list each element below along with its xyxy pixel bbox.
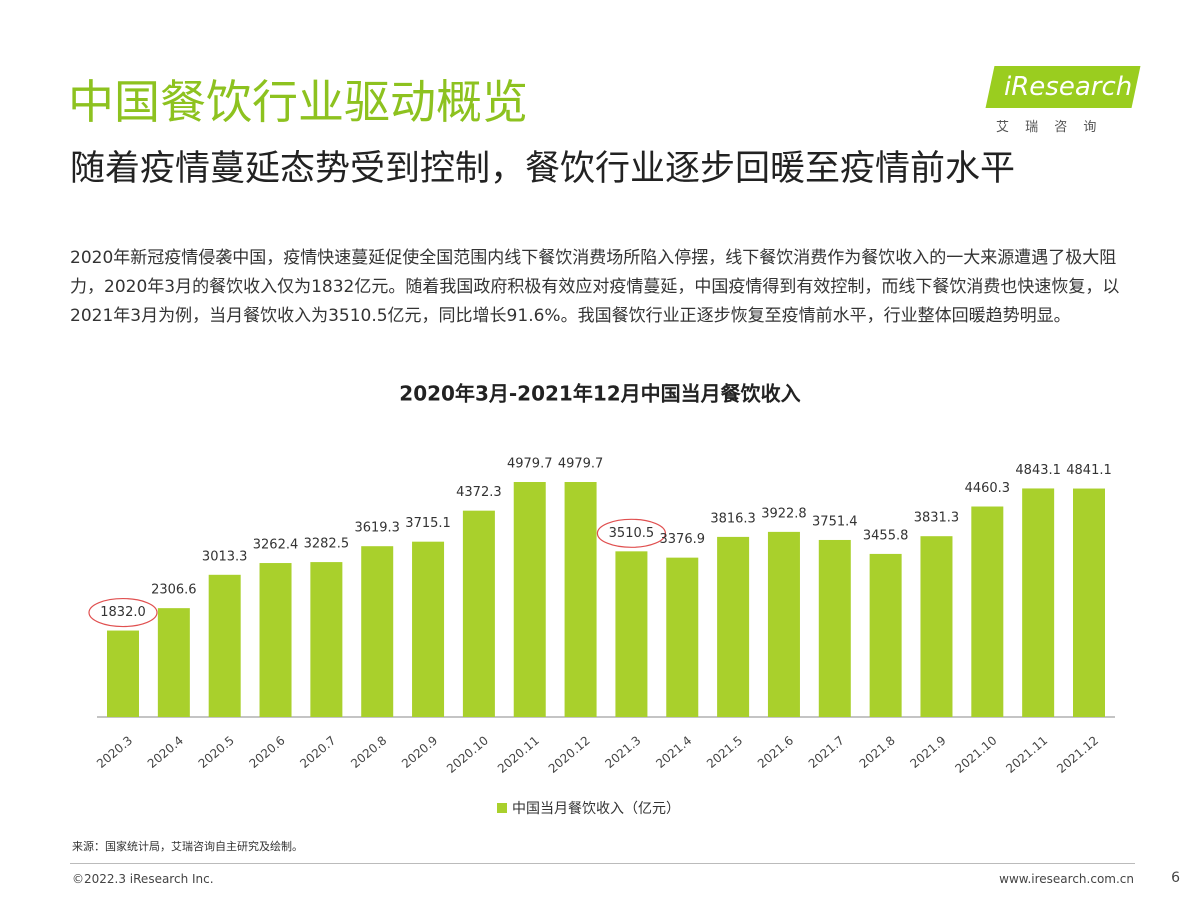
value-label: 3262.4 (253, 538, 299, 553)
x-tick-label: 2020.10 (444, 733, 491, 776)
source: 来源：国家统计局，艾瑞咨询自主研究及绘制。 (72, 840, 303, 853)
bar (208, 574, 241, 717)
page-number: 6 (1171, 870, 1180, 886)
bar (462, 510, 495, 717)
value-label: 3751.4 (812, 514, 858, 529)
bar (1073, 488, 1105, 717)
value-label: 2306.6 (151, 583, 197, 598)
x-tick-label: 2021.3 (602, 733, 643, 771)
chart-title: 2020年3月-2021年12月中国当月餐饮收入 (399, 382, 800, 406)
x-tick-label: 2020.12 (546, 733, 593, 776)
value-label: 4460.3 (965, 481, 1011, 496)
legend-swatch (497, 803, 507, 813)
value-label: 3816.3 (710, 511, 756, 526)
value-label: 4841.1 (1066, 463, 1112, 478)
x-tick-label: 2020.5 (196, 733, 237, 771)
bar (361, 546, 394, 717)
bar (259, 563, 292, 717)
x-tick-label: 2021.11 (1003, 733, 1050, 776)
bar (818, 539, 851, 717)
x-tick-label: 2021.9 (907, 733, 948, 771)
bar (412, 541, 445, 717)
website: www.iresearch.com.cn (999, 872, 1134, 886)
x-tick-label: 2021.4 (653, 733, 694, 771)
x-tick-label: 2020.3 (94, 733, 135, 771)
value-label: 3619.3 (354, 521, 400, 536)
logo-name: iResearch (1004, 72, 1133, 102)
value-label: 3376.9 (660, 532, 706, 547)
value-label: 4372.3 (456, 485, 502, 500)
value-label: 4979.7 (558, 457, 604, 472)
x-tick-label: 2020.11 (495, 733, 542, 776)
highlight-circle (596, 518, 667, 548)
bar (157, 608, 190, 717)
highlight-circle (88, 597, 158, 628)
value-label: 3715.1 (405, 516, 451, 531)
slide-title: 中国餐饮行业驱动概览 (68, 75, 528, 129)
bar (971, 506, 1004, 717)
bar (666, 557, 699, 717)
x-tick-label: 2021.8 (857, 733, 898, 771)
subtitle: 随着疫情蔓延态势受到控制，餐饮行业逐步回暖至疫情前水平 (70, 149, 1016, 189)
value-label: 3282.5 (304, 537, 350, 552)
bar (920, 536, 953, 717)
value-label: 3831.3 (914, 511, 960, 526)
bar (717, 536, 750, 717)
bar (1022, 488, 1055, 717)
rule (70, 863, 1135, 864)
x-tick-label: 2021.6 (755, 733, 796, 771)
value-label: 3455.8 (863, 528, 909, 543)
copyright: ©2022.3 iResearch Inc. (72, 872, 214, 886)
x-tick-label: 2021.5 (704, 733, 745, 771)
x-tick-label: 2020.7 (297, 733, 338, 771)
value-label: 1832.0 (100, 605, 146, 620)
x-tick-label: 2020.9 (399, 733, 440, 771)
x-tick-label: 2020.4 (145, 733, 186, 771)
x-tick-label: 2021.7 (806, 733, 847, 771)
x-tick-label: 2021.12 (1054, 733, 1101, 776)
x-tick-label: 2020.6 (247, 733, 288, 771)
bar (310, 562, 343, 717)
x-tick-label: 2021.10 (952, 733, 999, 776)
legend-label: 中国当月餐饮收入（亿元） (512, 801, 680, 817)
value-label: 3013.3 (202, 549, 248, 564)
bar (107, 630, 139, 717)
value-label: 4843.1 (1015, 463, 1061, 478)
bar (767, 531, 800, 717)
bar (615, 551, 648, 717)
logo-tagline: 艾 瑞 咨 询 (996, 120, 1103, 135)
bar (513, 482, 546, 717)
bar (564, 482, 597, 717)
paragraph: 2020年新冠疫情侵袭中国，疫情快速蔓延促使全国范围内线下餐饮消费场所陷入停摆，… (70, 248, 1120, 326)
value-label: 3922.8 (761, 506, 807, 521)
x-tick-label: 2020.8 (348, 733, 389, 771)
value-label: 3510.5 (609, 526, 655, 541)
value-label: 4979.7 (507, 457, 553, 472)
bar (869, 553, 902, 717)
